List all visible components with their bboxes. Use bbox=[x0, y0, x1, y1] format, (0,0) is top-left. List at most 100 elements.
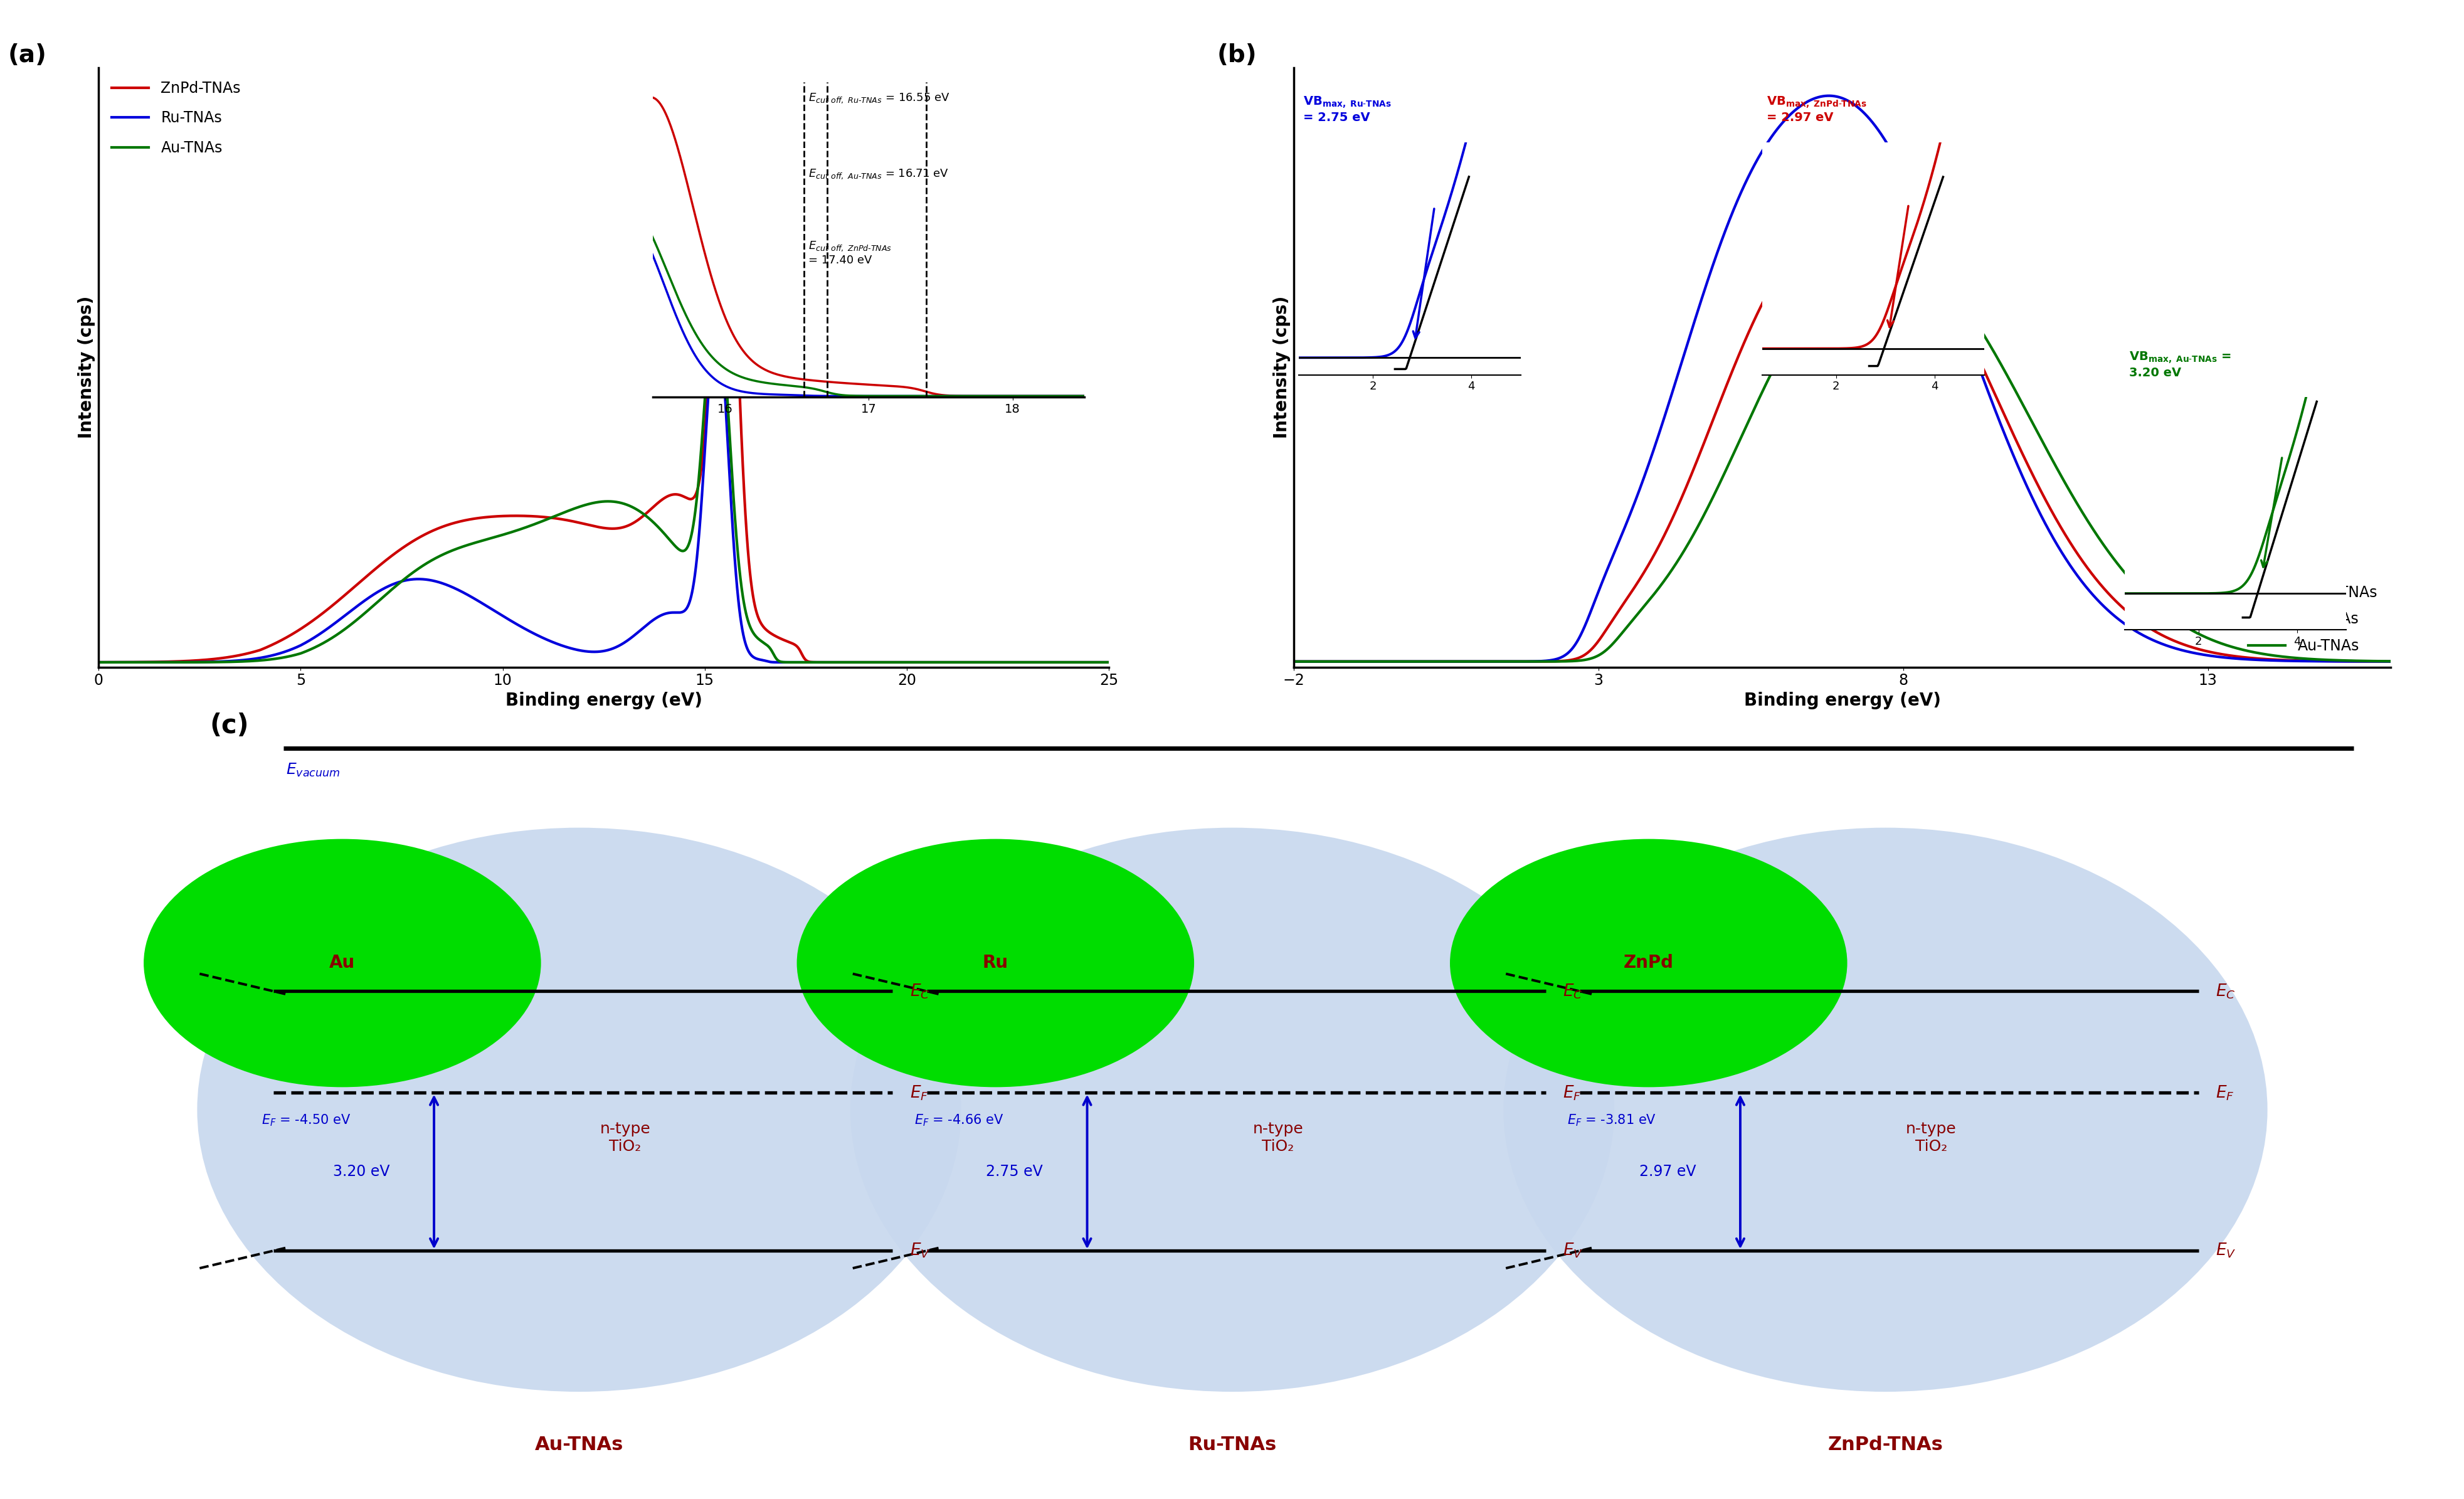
Ru-TNAs bbox=[1814, 87, 1843, 105]
ZnPd-TNAs bbox=[690, 426, 719, 444]
Text: Au-TNAs: Au-TNAs bbox=[535, 1436, 623, 1454]
Text: ZnPd-TNAs: ZnPd-TNAs bbox=[1828, 1436, 1942, 1454]
Au-TNAs bbox=[266, 649, 296, 667]
Text: $\mathbf{VB_{max,\ Ru\text{-}TNAs}}$
= 2.75 eV: $\mathbf{VB_{max,\ Ru\text{-}TNAs}}$ = 2… bbox=[1303, 96, 1392, 124]
Au-TNAs bbox=[2375, 652, 2405, 670]
Au-TNAs bbox=[843, 654, 872, 672]
ZnPd-TNAs bbox=[2181, 640, 2210, 658]
Text: $\mathit{E}_{cut\ off,\ Au\text{-}TNAs}$ = 16.71 eV: $\mathit{E}_{cut\ off,\ Au\text{-}TNAs}$… bbox=[808, 168, 949, 180]
Au-TNAs bbox=[1937, 280, 1966, 298]
Text: ZnPd: ZnPd bbox=[1624, 955, 1673, 971]
Line: ZnPd-TNAs: ZnPd-TNAs bbox=[99, 96, 1109, 663]
Ru-TNAs bbox=[2375, 652, 2405, 670]
ZnPd-TNAs bbox=[710, 87, 739, 105]
Ellipse shape bbox=[850, 827, 1614, 1391]
Text: Ru-TNAs: Ru-TNAs bbox=[1188, 1436, 1276, 1454]
Ru-TNAs bbox=[742, 649, 771, 667]
Text: $\mathit{E}_F$ = -3.81 eV: $\mathit{E}_F$ = -3.81 eV bbox=[1567, 1112, 1656, 1127]
Text: $\mathbf{VB_{max,\ ZnPd\text{-}TNAs}}$
= 2.97 eV: $\mathbf{VB_{max,\ ZnPd\text{-}TNAs}}$ =… bbox=[1767, 96, 1865, 124]
ZnPd-TNAs bbox=[2375, 652, 2405, 670]
Ru-TNAs bbox=[838, 654, 867, 672]
Ru-TNAs bbox=[1478, 652, 1508, 670]
Line: Ru-TNAs: Ru-TNAs bbox=[1294, 96, 2390, 661]
Au-TNAs bbox=[1991, 367, 2020, 385]
Text: $\mathit{E}_F$ = -4.50 eV: $\mathit{E}_F$ = -4.50 eV bbox=[261, 1112, 350, 1127]
Text: $\mathit{E}_{vacuum}$: $\mathit{E}_{vacuum}$ bbox=[286, 761, 340, 778]
Text: 3.20 eV: 3.20 eV bbox=[333, 1165, 389, 1180]
ZnPd-TNAs bbox=[471, 508, 500, 526]
Line: Ru-TNAs: Ru-TNAs bbox=[99, 318, 1109, 663]
Text: $\mathit{E}_C$: $\mathit{E}_C$ bbox=[909, 982, 929, 1000]
Text: (b): (b) bbox=[1217, 43, 1257, 67]
Text: Au: Au bbox=[330, 955, 355, 971]
Ru-TNAs bbox=[84, 654, 113, 672]
ZnPd-TNAs bbox=[1094, 654, 1124, 672]
Ru-TNAs bbox=[2181, 645, 2210, 663]
Text: $\mathit{E}_V$: $\mathit{E}_V$ bbox=[2215, 1241, 2235, 1259]
Text: Ru: Ru bbox=[983, 955, 1008, 971]
Ellipse shape bbox=[143, 839, 540, 1087]
Ru-TNAs bbox=[1698, 256, 1727, 274]
Y-axis label: Intensity (cps): Intensity (cps) bbox=[1271, 295, 1291, 439]
ZnPd-TNAs bbox=[838, 654, 867, 672]
ZnPd-TNAs bbox=[870, 654, 899, 672]
Text: (a): (a) bbox=[7, 43, 47, 67]
Text: $\mathit{E}_F$ = -4.66 eV: $\mathit{E}_F$ = -4.66 eV bbox=[914, 1112, 1003, 1127]
Au-TNAs bbox=[702, 283, 732, 301]
ZnPd-TNAs bbox=[84, 654, 113, 672]
Legend: ZnPd-TNAs, Ru-TNAs, Au-TNAs: ZnPd-TNAs, Ru-TNAs, Au-TNAs bbox=[2242, 579, 2383, 660]
Text: n-type
TiO₂: n-type TiO₂ bbox=[1905, 1121, 1956, 1154]
ZnPd-TNAs bbox=[742, 601, 771, 619]
Au-TNAs bbox=[2181, 624, 2210, 642]
Text: n-type
TiO₂: n-type TiO₂ bbox=[599, 1121, 650, 1154]
Ru-TNAs bbox=[690, 445, 719, 463]
Au-TNAs bbox=[914, 654, 944, 672]
Ru-TNAs bbox=[914, 654, 944, 672]
Au-TNAs bbox=[471, 531, 500, 549]
Text: $\mathbf{VB_{max,\ Au\text{-}TNAs}}$ =
3.20 eV: $\mathbf{VB_{max,\ Au\text{-}TNAs}}$ = 3… bbox=[2129, 351, 2230, 379]
ZnPd-TNAs bbox=[1698, 411, 1727, 429]
ZnPd-TNAs bbox=[1937, 294, 1966, 312]
Ru-TNAs bbox=[702, 309, 732, 327]
X-axis label: Binding energy (eV): Binding energy (eV) bbox=[1745, 691, 1939, 709]
Text: $\mathit{E}_C$: $\mathit{E}_C$ bbox=[1562, 982, 1582, 1000]
Ellipse shape bbox=[197, 827, 961, 1391]
Text: 2.75 eV: 2.75 eV bbox=[986, 1165, 1042, 1180]
Au-TNAs bbox=[2097, 549, 2126, 567]
Ellipse shape bbox=[1449, 839, 1848, 1087]
Text: $\mathit{E}_{cut\ off,\ ZnPd\text{-}TNAs}$
= 17.40 eV: $\mathit{E}_{cut\ off,\ ZnPd\text{-}TNAs… bbox=[808, 240, 892, 265]
Text: $\mathit{E}_F$: $\mathit{E}_F$ bbox=[2215, 1084, 2235, 1102]
Ru-TNAs bbox=[1094, 654, 1124, 672]
Ru-TNAs bbox=[1991, 432, 2020, 450]
ZnPd-TNAs bbox=[1478, 652, 1508, 670]
Au-TNAs bbox=[1478, 652, 1508, 670]
X-axis label: Binding energy (eV): Binding energy (eV) bbox=[505, 691, 702, 709]
Ellipse shape bbox=[1503, 827, 2267, 1391]
Text: (c): (c) bbox=[209, 712, 249, 739]
Ru-TNAs bbox=[1937, 283, 1966, 301]
Au-TNAs bbox=[838, 654, 867, 672]
Ellipse shape bbox=[796, 839, 1195, 1087]
Ru-TNAs bbox=[2097, 606, 2126, 624]
Text: $\mathit{E}_F$: $\mathit{E}_F$ bbox=[909, 1084, 929, 1102]
Au-TNAs bbox=[742, 628, 771, 646]
ZnPd-TNAs bbox=[1991, 412, 2020, 430]
Text: $\mathit{E}_V$: $\mathit{E}_V$ bbox=[909, 1241, 929, 1259]
Text: $\mathit{E}_V$: $\mathit{E}_V$ bbox=[1562, 1241, 1582, 1259]
Au-TNAs bbox=[690, 394, 719, 412]
ZnPd-TNAs bbox=[1843, 199, 1873, 217]
Text: $\mathit{E}_C$: $\mathit{E}_C$ bbox=[2215, 982, 2235, 1000]
Au-TNAs bbox=[1094, 654, 1124, 672]
Line: ZnPd-TNAs: ZnPd-TNAs bbox=[1294, 208, 2390, 661]
Ru-TNAs bbox=[1279, 652, 1308, 670]
Au-TNAs bbox=[1698, 489, 1727, 507]
Text: $\mathit{E}_{cut\ off,\ Ru\text{-}TNAs}$ = 16.55 eV: $\mathit{E}_{cut\ off,\ Ru\text{-}TNAs}$… bbox=[808, 91, 949, 105]
Text: 2.97 eV: 2.97 eV bbox=[1639, 1165, 1695, 1180]
Ru-TNAs bbox=[266, 643, 296, 661]
Line: Au-TNAs: Au-TNAs bbox=[99, 292, 1109, 663]
Legend: ZnPd-TNAs, Ru-TNAs, Au-TNAs: ZnPd-TNAs, Ru-TNAs, Au-TNAs bbox=[106, 75, 246, 162]
ZnPd-TNAs bbox=[914, 654, 944, 672]
Ru-TNAs bbox=[828, 654, 857, 672]
Y-axis label: Intensity (cps): Intensity (cps) bbox=[76, 295, 96, 439]
Line: Au-TNAs: Au-TNAs bbox=[1294, 252, 2390, 661]
